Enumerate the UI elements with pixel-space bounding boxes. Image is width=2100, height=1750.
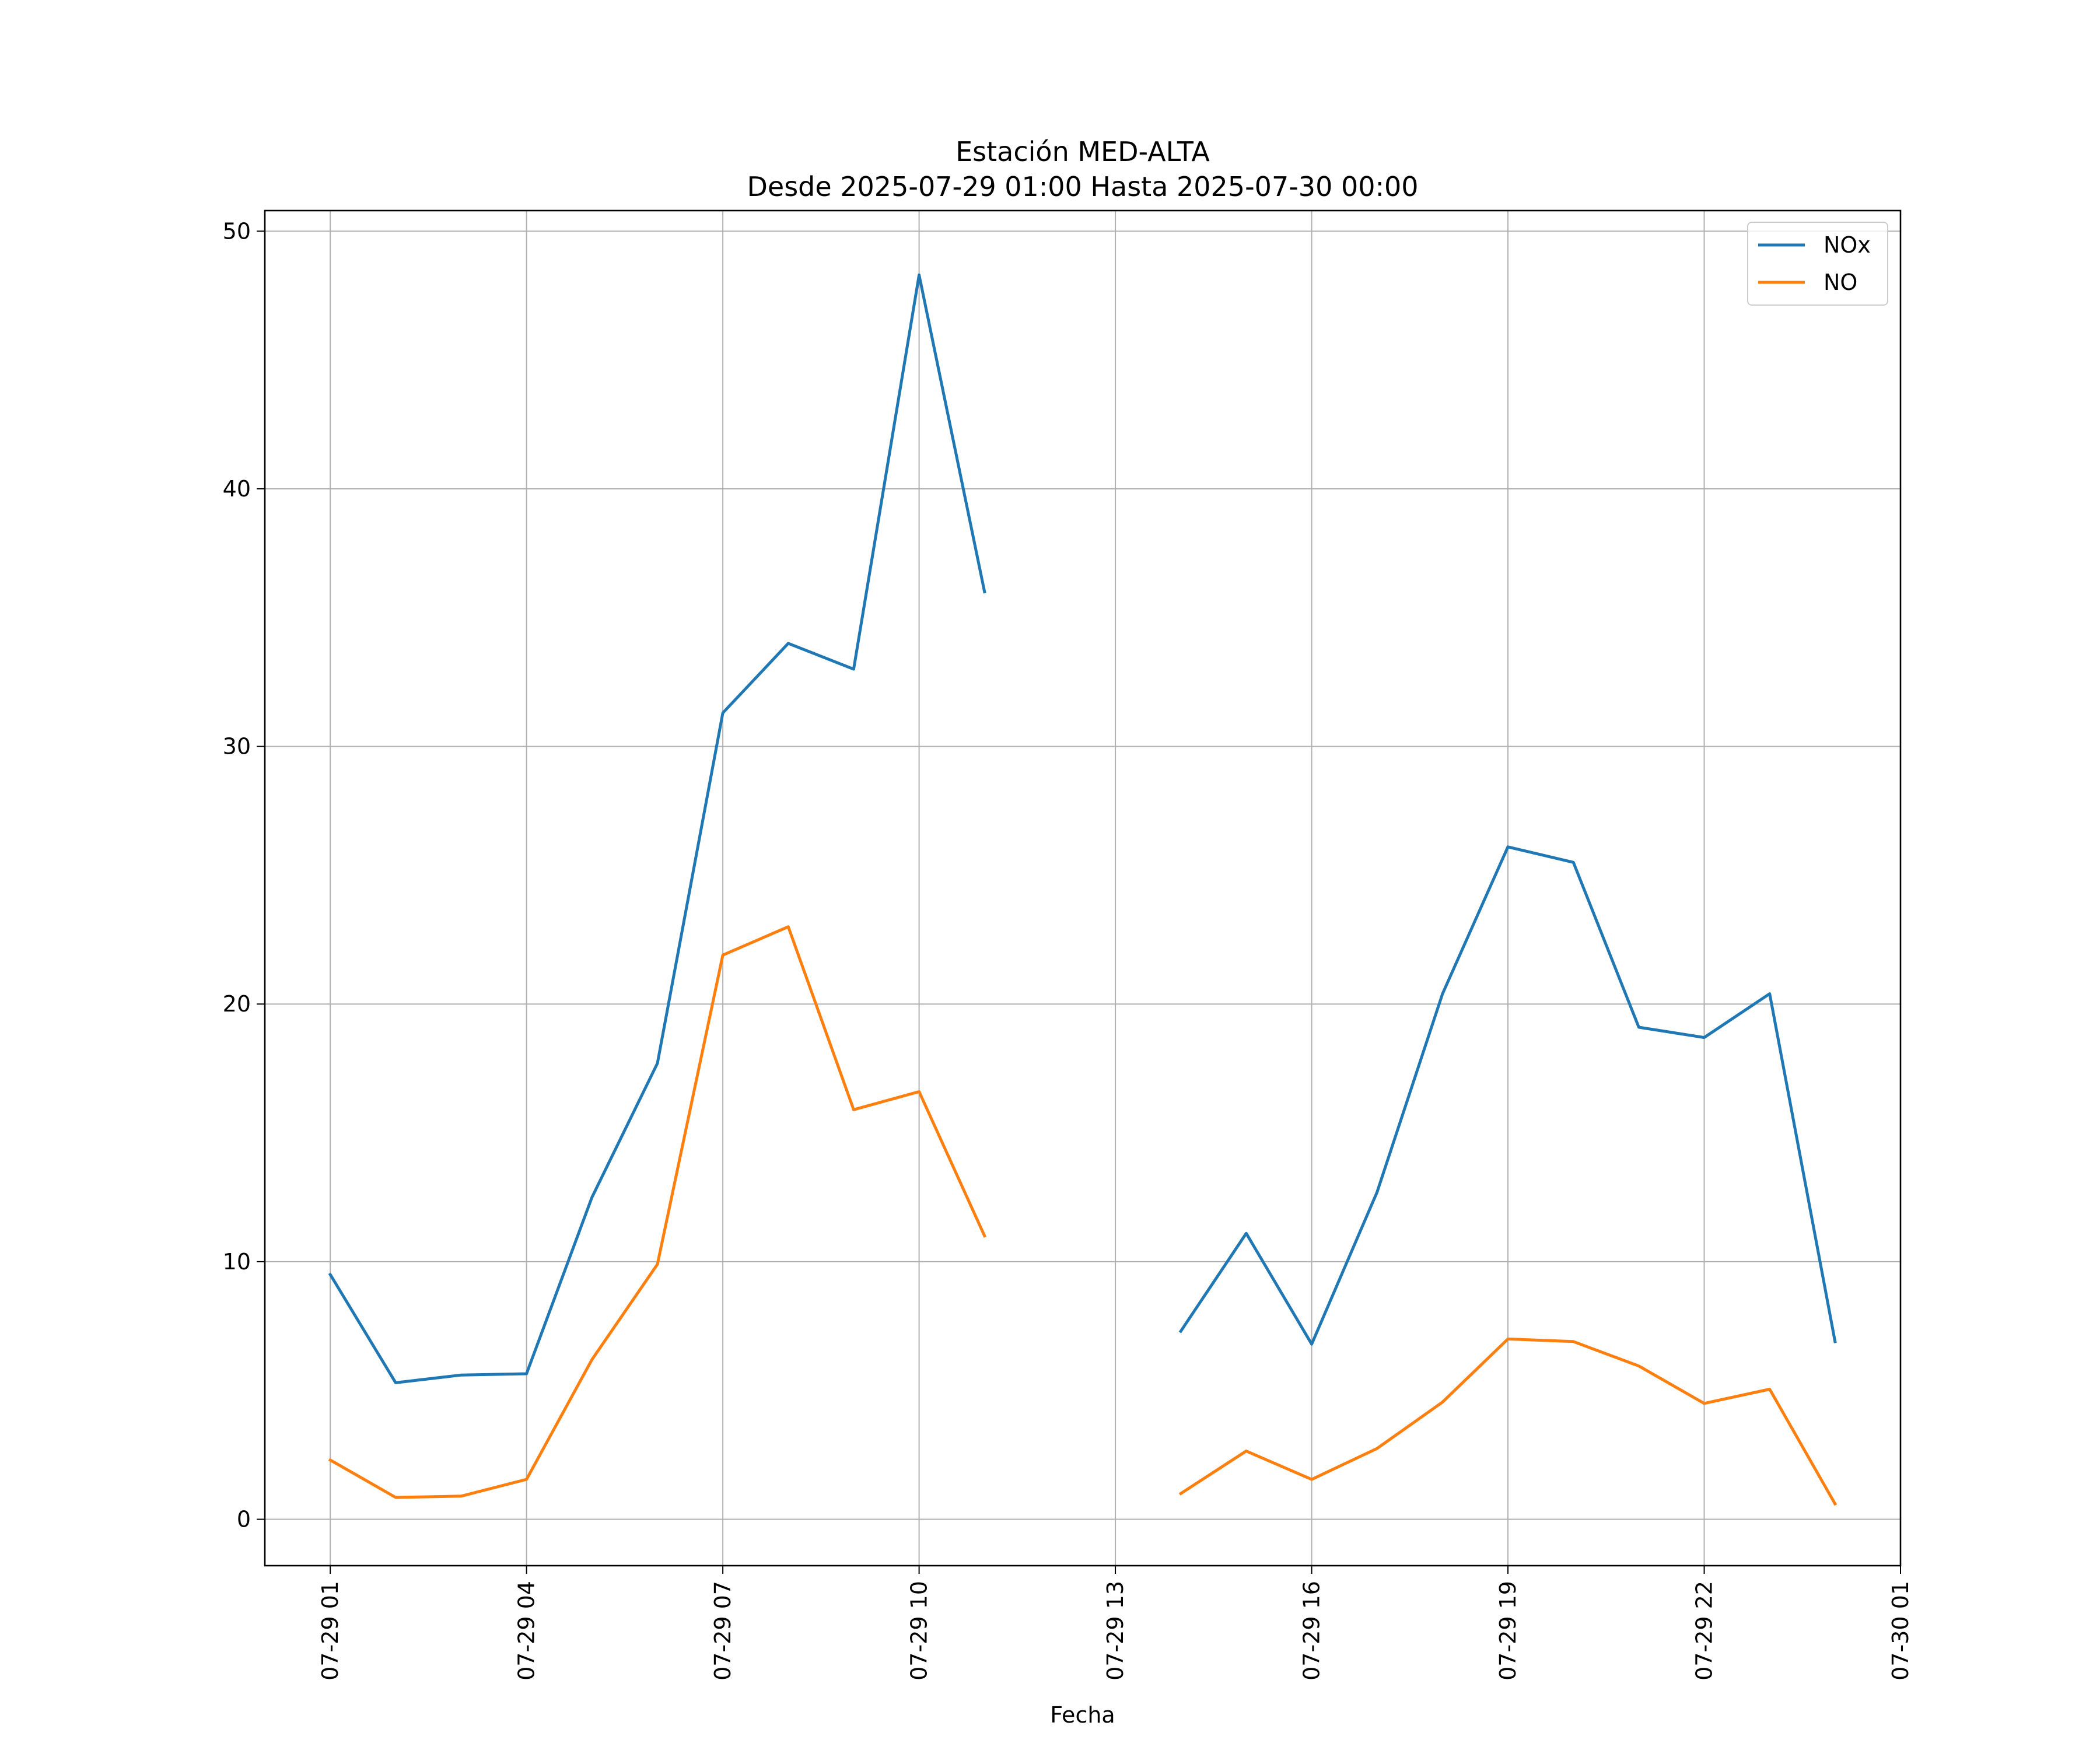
y-tick-label: 30 (223, 734, 251, 760)
y-tick-label: 0 (237, 1507, 251, 1532)
x-tick-label: 07-29 04 (514, 1581, 540, 1681)
y-tick-label: 40 (223, 476, 251, 502)
series-line-nox (328, 273, 1837, 1384)
x-tick-label: 07-29 16 (1299, 1581, 1325, 1681)
y-tick-label: 10 (223, 1249, 251, 1275)
plot-frame (264, 209, 1902, 1567)
series-lines (328, 273, 1838, 1506)
x-tick-label: 07-29 13 (1102, 1581, 1128, 1681)
x-tick-label: 07-29 10 (907, 1581, 932, 1681)
y-tick-label: 50 (223, 218, 251, 244)
legend-label-no: NO (1824, 270, 1857, 295)
x-tick-label: 07-29 19 (1495, 1581, 1521, 1681)
x-tick-label: 07-29 01 (317, 1581, 343, 1681)
y-tick-label: 20 (223, 991, 251, 1017)
chart-subtitle: Desde 2025-07-29 01:00 Hasta 2025-07-30 … (747, 171, 1418, 202)
x-tick-label: 07-29 07 (710, 1581, 736, 1681)
x-tick-label: 07-30 01 (1888, 1581, 1913, 1681)
x-tick-label: 07-29 22 (1692, 1581, 1717, 1681)
legend-box (1747, 222, 1888, 306)
series-line-no (328, 925, 1838, 1506)
legend-label-nox: NOx (1824, 232, 1871, 258)
legend: NOx NO (1747, 222, 1888, 306)
axis-ticks: 07-29 01 07-29 04 07-29 07 07-29 10 07-29 13… (223, 218, 1913, 1681)
x-axis-label: Fecha (1050, 1702, 1115, 1728)
chart-title: Estación MED-ALTA (956, 136, 1210, 167)
